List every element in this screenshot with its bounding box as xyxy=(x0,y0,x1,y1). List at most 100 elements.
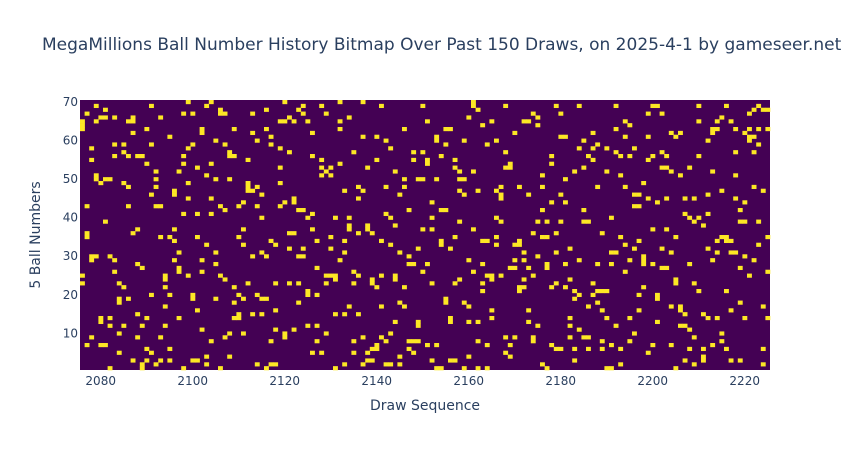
heatmap-cell xyxy=(107,366,113,371)
heatmap-cell xyxy=(310,154,315,159)
heatmap-cell xyxy=(259,250,265,255)
heatmap-cell xyxy=(714,119,720,124)
heatmap-cell xyxy=(360,188,366,193)
heatmap-cell xyxy=(190,111,196,116)
heatmap-cell xyxy=(471,100,476,105)
heatmap-cell xyxy=(112,154,118,159)
heatmap-cell xyxy=(291,200,297,205)
heatmap-cell xyxy=(673,235,679,240)
heatmap-cell xyxy=(521,258,527,263)
heatmap-cell xyxy=(388,362,394,367)
heatmap-cell xyxy=(475,107,481,112)
heatmap-cell xyxy=(590,146,596,151)
heatmap-cell xyxy=(636,238,642,244)
heatmap-cell xyxy=(494,138,499,143)
heatmap-cell xyxy=(581,219,587,224)
heatmap-cell xyxy=(176,250,182,255)
heatmap-cell xyxy=(415,319,421,325)
heatmap-cell xyxy=(116,300,122,305)
heatmap-cell xyxy=(645,157,651,163)
heatmap-cell xyxy=(719,331,725,336)
heatmap-cell xyxy=(668,304,674,309)
heatmap-cell xyxy=(701,223,706,228)
heatmap-cell xyxy=(208,211,214,217)
heatmap-cell xyxy=(213,262,219,267)
heatmap-cell xyxy=(636,204,642,209)
heatmap-cell xyxy=(489,308,495,313)
heatmap-cell xyxy=(613,150,619,155)
heatmap-cell xyxy=(130,358,136,363)
heatmap-cell xyxy=(632,192,637,197)
heatmap-cell xyxy=(668,343,674,348)
heatmap-cell xyxy=(540,208,545,213)
heatmap-cell xyxy=(84,235,90,240)
heatmap-cell xyxy=(204,103,210,109)
heatmap-cell xyxy=(535,219,541,224)
heatmap-cell xyxy=(682,196,688,201)
heatmap-cell xyxy=(576,146,582,151)
heatmap-cell xyxy=(245,181,251,186)
heatmap-cell xyxy=(503,103,509,109)
heatmap-cell xyxy=(135,335,141,340)
heatmap-cell xyxy=(728,119,734,124)
heatmap-cell xyxy=(126,154,131,159)
heatmap-cell xyxy=(112,258,118,263)
heatmap-cell xyxy=(425,343,430,348)
heatmap-cell xyxy=(489,277,495,282)
heatmap-cell xyxy=(687,327,693,332)
heatmap-cell xyxy=(595,184,601,190)
heatmap-cell xyxy=(323,331,329,336)
heatmap-cell xyxy=(296,107,302,112)
heatmap-cell xyxy=(135,154,141,159)
heatmap-cell xyxy=(701,346,706,352)
heatmap-cell xyxy=(176,269,182,274)
heatmap-cell xyxy=(181,161,187,166)
heatmap-cell xyxy=(563,177,568,182)
heatmap-cell xyxy=(93,173,99,178)
heatmap-cell xyxy=(176,316,182,321)
heatmap-cell xyxy=(737,300,743,305)
heatmap-cell xyxy=(420,103,426,109)
heatmap-cell xyxy=(374,346,380,352)
heatmap-cell xyxy=(208,339,214,344)
heatmap-cell xyxy=(558,346,564,352)
heatmap-cell xyxy=(80,123,85,128)
heatmap-cell xyxy=(254,204,260,209)
heatmap-cell xyxy=(724,238,729,244)
heatmap-cell xyxy=(659,165,665,170)
heatmap-cell xyxy=(204,354,210,359)
heatmap-cell xyxy=(305,215,311,220)
heatmap-cell xyxy=(420,150,426,155)
heatmap-cell xyxy=(328,246,334,251)
heatmap-cell xyxy=(116,281,122,286)
heatmap-cell xyxy=(765,316,771,321)
heatmap-cell xyxy=(572,169,578,174)
heatmap-cell xyxy=(558,111,564,116)
heatmap-cell xyxy=(162,273,168,278)
heatmap-cell xyxy=(204,362,210,367)
heatmap-cell xyxy=(701,358,706,363)
heatmap-cell xyxy=(494,215,499,220)
heatmap-cell xyxy=(678,304,683,309)
heatmap-cell xyxy=(259,312,265,317)
heatmap-cell xyxy=(236,316,242,321)
heatmap-cell xyxy=(627,123,633,128)
heatmap-cell xyxy=(369,358,375,363)
heatmap-cell xyxy=(204,242,210,247)
heatmap-cells xyxy=(80,100,771,371)
heatmap-cell xyxy=(310,130,315,136)
heatmap-cell xyxy=(553,231,559,236)
heatmap-cell xyxy=(365,223,371,228)
heatmap-cell xyxy=(277,204,283,209)
heatmap-cell xyxy=(245,157,251,163)
heatmap-cell xyxy=(84,204,90,209)
heatmap-cell xyxy=(471,169,476,174)
heatmap-cell xyxy=(153,204,159,209)
heatmap-cell xyxy=(576,327,582,332)
heatmap-cell xyxy=(333,366,338,371)
heatmap-cell xyxy=(760,107,766,112)
heatmap-cell xyxy=(586,304,591,309)
heatmap-cell xyxy=(213,138,219,143)
heatmap-cell xyxy=(103,115,108,120)
heatmap-cell xyxy=(572,296,578,301)
